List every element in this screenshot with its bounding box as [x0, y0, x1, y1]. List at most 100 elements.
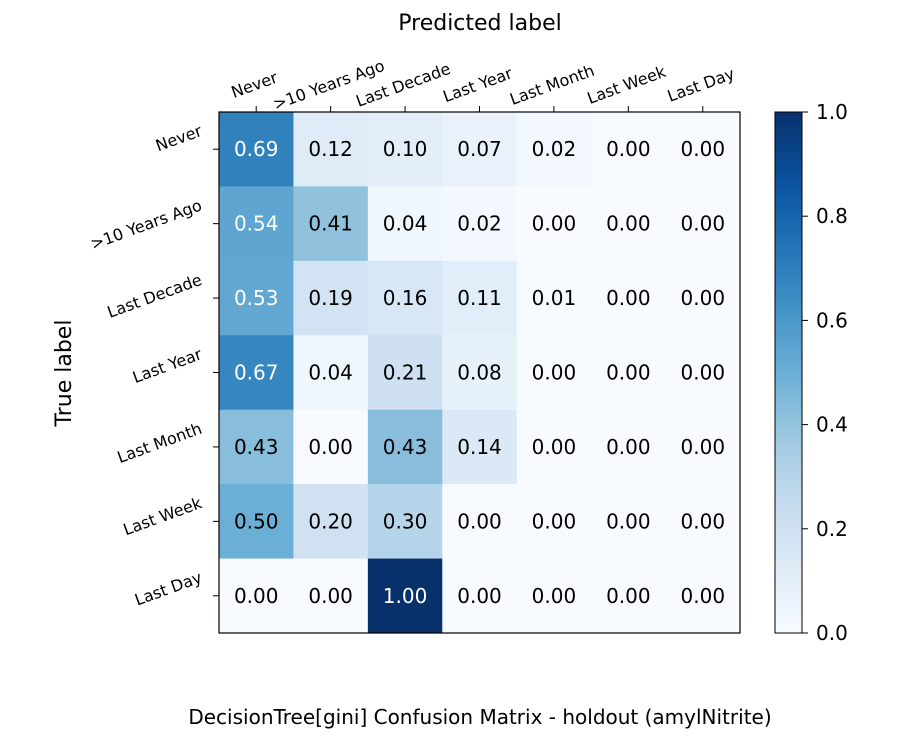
- cell-value-label: 0.50: [234, 509, 279, 533]
- heatmap-cell: [591, 335, 667, 411]
- cell-value-label: 0.01: [532, 286, 577, 310]
- heatmap-cell: [591, 112, 667, 187]
- cell-value-label: 0.53: [234, 286, 279, 310]
- cell-value-label: 0.00: [606, 286, 651, 310]
- heatmap-cell: [665, 260, 741, 336]
- heatmap-cell: [591, 484, 667, 560]
- cell-value-label: 0.67: [234, 361, 279, 385]
- colorbar-tick-label: 0.8: [816, 204, 848, 228]
- cell-value-label: 0.43: [383, 435, 428, 459]
- heatmap-cell: [516, 260, 592, 336]
- cell-value-label: 0.00: [681, 286, 726, 310]
- heatmap-cell: [665, 558, 741, 634]
- cell-value-label: 0.00: [308, 435, 353, 459]
- heatmap-cell: [367, 335, 443, 411]
- heatmap-cell: [665, 112, 741, 187]
- heatmap-cell: [665, 335, 741, 411]
- x-tick-label: Last Month: [507, 61, 597, 109]
- cell-value-label: 0.00: [606, 361, 651, 385]
- cell-value-label: 1.00: [383, 584, 428, 608]
- cell-value-label: 0.00: [532, 584, 577, 608]
- heatmap-cell: [219, 186, 294, 262]
- heatmap-cell: [442, 335, 518, 411]
- cell-value-label: 0.00: [606, 584, 651, 608]
- cell-value-label: 0.11: [457, 286, 502, 310]
- heatmap-cells: [219, 112, 741, 634]
- cell-value-label: 0.02: [457, 212, 502, 236]
- cell-value-label: 0.04: [383, 212, 428, 236]
- cell-value-label: 0.00: [606, 137, 651, 161]
- heatmap-cell: [219, 409, 294, 485]
- y-tick-label: Last Week: [121, 493, 205, 539]
- heatmap-cell: [367, 186, 443, 262]
- cell-value-label: 0.07: [457, 137, 502, 161]
- heatmap-cell: [665, 409, 741, 485]
- chart-title: DecisionTree[gini] Confusion Matrix - ho…: [188, 705, 771, 729]
- heatmap-cell: [516, 558, 592, 634]
- heatmap-cell: [219, 335, 294, 411]
- heatmap-cell: [219, 260, 294, 336]
- heatmap-cell: [367, 558, 443, 634]
- cell-value-label: 0.14: [457, 435, 502, 459]
- cell-value-label: 0.12: [308, 137, 353, 161]
- x-axis-title: Predicted label: [398, 11, 561, 36]
- cell-value-label: 0.16: [383, 286, 428, 310]
- heatmap-cell: [293, 484, 369, 560]
- heatmap-cell: [516, 186, 592, 262]
- heatmap-cell: [516, 112, 592, 187]
- heatmap-cell: [442, 186, 518, 262]
- heatmap-cell: [293, 409, 369, 485]
- cell-value-label: 0.69: [234, 137, 279, 161]
- cell-value-label: 0.00: [606, 509, 651, 533]
- y-tick-label: Last Decade: [105, 270, 205, 322]
- colorbar-tick-label: 1.0: [816, 100, 848, 124]
- cell-value-label: 0.00: [234, 584, 279, 608]
- heatmap-cell: [591, 186, 667, 262]
- heatmap-cell: [219, 112, 294, 187]
- heatmap-cell: [367, 484, 443, 560]
- heatmap-cell: [665, 484, 741, 560]
- cell-value-label: 0.41: [308, 212, 353, 236]
- cell-value-label: 0.19: [308, 286, 353, 310]
- cell-value-label: 0.00: [532, 212, 577, 236]
- heatmap-cell: [293, 260, 369, 336]
- cell-value-label: 0.43: [234, 435, 279, 459]
- heatmap-cell: [442, 558, 518, 634]
- heatmap-cell: [591, 260, 667, 336]
- cell-value-label: 0.00: [606, 212, 651, 236]
- cell-value-label: 0.00: [681, 509, 726, 533]
- cell-value-label: 0.21: [383, 361, 428, 385]
- heatmap-cell: [516, 335, 592, 411]
- y-tick-label: Last Year: [130, 344, 205, 387]
- heatmap-cell: [442, 260, 518, 336]
- cell-value-label: 0.00: [606, 435, 651, 459]
- cell-value-label: 0.00: [457, 509, 502, 533]
- heatmap-cell: [367, 409, 443, 485]
- colorbar-ticks: 0.0 0.2 0.4 0.6 0.8 1.0: [802, 100, 848, 645]
- y-tick-label: >10 Years Ago: [88, 196, 204, 254]
- cell-value-label: 0.00: [532, 435, 577, 459]
- y-tick-label: Last Day: [132, 568, 204, 610]
- y-axis-title: True label: [52, 320, 77, 428]
- cell-value-label: 0.08: [457, 361, 502, 385]
- heatmap-cell: [591, 409, 667, 485]
- heatmap-cell: [293, 335, 369, 411]
- heatmap-cell: [293, 186, 369, 262]
- heatmap-cell: [516, 409, 592, 485]
- cell-value-label: 0.00: [681, 137, 726, 161]
- heatmap-cell: [591, 558, 667, 634]
- x-tick-label: Last Week: [585, 62, 669, 108]
- cell-value-label: 0.20: [308, 509, 353, 533]
- cell-value-label: 0.00: [532, 509, 577, 533]
- heatmap-cell: [219, 558, 294, 634]
- cell-value-label: 0.30: [383, 509, 428, 533]
- x-tick-label: Last Day: [665, 64, 737, 106]
- y-tick-label: Last Month: [115, 419, 205, 467]
- colorbar-tick-label: 0.6: [816, 308, 848, 332]
- cell-value-label: 0.00: [681, 435, 726, 459]
- cell-value-label: 0.54: [234, 212, 279, 236]
- cell-value-label: 0.02: [532, 137, 577, 161]
- y-axis-ticks: Never >10 Years Ago Last Decade Last Year La…: [88, 121, 219, 610]
